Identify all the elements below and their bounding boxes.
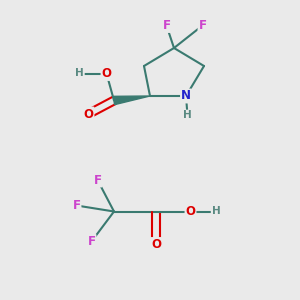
- Text: F: F: [94, 173, 101, 187]
- Text: F: F: [199, 19, 206, 32]
- Polygon shape: [113, 96, 150, 105]
- Text: F: F: [163, 19, 170, 32]
- Text: F: F: [88, 235, 95, 248]
- Text: H: H: [183, 110, 192, 121]
- Text: H: H: [75, 68, 84, 79]
- Text: O: O: [151, 238, 161, 251]
- Text: N: N: [181, 89, 191, 103]
- Text: H: H: [212, 206, 220, 217]
- Text: O: O: [101, 67, 112, 80]
- Text: F: F: [73, 199, 80, 212]
- Text: O: O: [83, 107, 94, 121]
- Text: O: O: [185, 205, 196, 218]
